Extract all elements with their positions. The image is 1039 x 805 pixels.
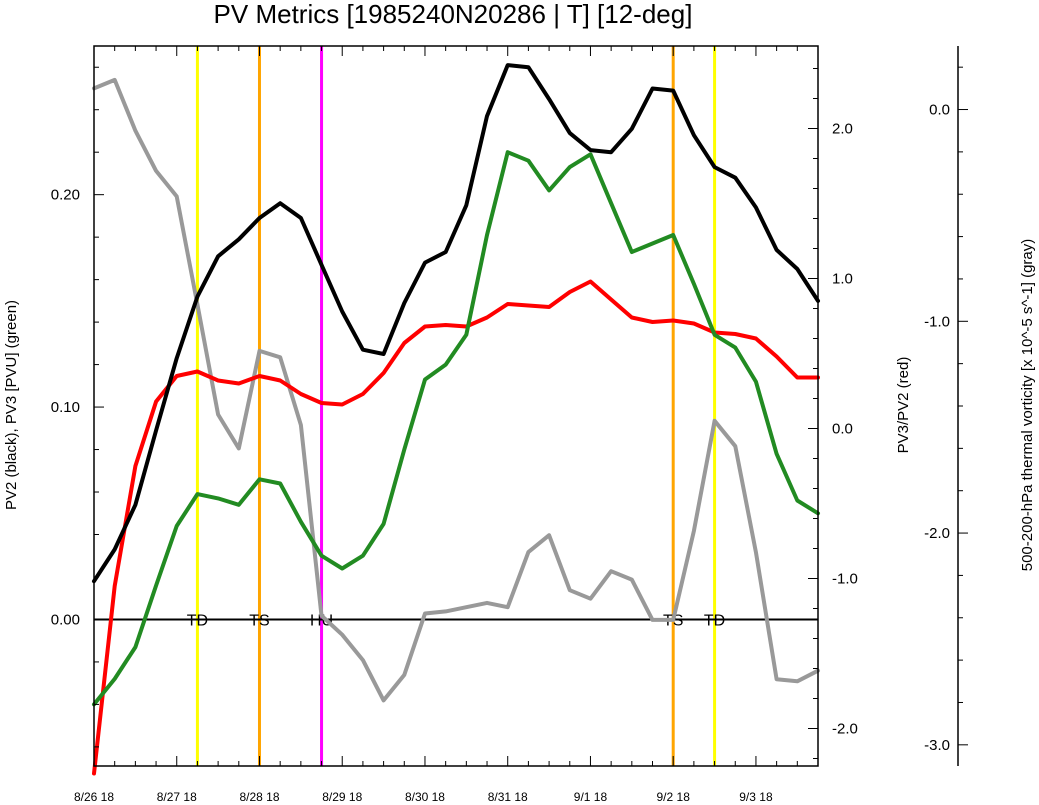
x-tick-label: 9/3 18 xyxy=(739,790,773,804)
plot-area: TD TS HU TS TD xyxy=(92,46,820,776)
right-tick-label: -1.0 xyxy=(832,571,858,588)
left-tick-label: 0.20 xyxy=(51,187,80,204)
series-line-pv3-pv2 xyxy=(92,279,820,776)
x-tick-label: 8/28 18 xyxy=(239,790,279,804)
x-tick-label: 8/27 18 xyxy=(157,790,197,804)
stage-label-ts-1: TS xyxy=(249,612,269,629)
x-tick-label: 8/29 18 xyxy=(322,790,362,804)
right-tick-label: 1.0 xyxy=(832,271,853,288)
x-tick-label: 8/30 18 xyxy=(405,790,445,804)
series-line-pv2 xyxy=(92,63,820,584)
right-tick-label: 2.0 xyxy=(832,121,853,138)
far-right-tick-label: -3.0 xyxy=(924,737,950,754)
far-right-axis-label: 500-200-hPa thermal vorticity [x 10^-5 s… xyxy=(1019,239,1036,572)
right-tick-label: 0.0 xyxy=(832,421,853,438)
x-tick-label: 8/26 18 xyxy=(74,790,114,804)
far-right-tick-label: -2.0 xyxy=(924,525,950,542)
far-right-tick-label: 0.0 xyxy=(929,102,950,119)
right-tick-label: -2.0 xyxy=(832,721,858,738)
left-axis-label: PV2 (black), PV3 [PVU] (green) xyxy=(3,300,20,510)
x-tick-label: 9/1 18 xyxy=(574,790,608,804)
stage-label-hu-2: HU xyxy=(310,612,333,629)
axes: 8/26 18 8/27 18 8/28 18 8/29 18 8/30 18 8/31 … xyxy=(51,45,968,804)
chart-title: PV Metrics [1985240N20286 | T] [12-deg] xyxy=(214,0,693,29)
series-line-pv3 xyxy=(92,150,820,707)
stage-label-td-4: TD xyxy=(704,612,725,629)
x-tick-label: 9/2 18 xyxy=(657,790,691,804)
right-axis-label: PV3/PV2 (red) xyxy=(895,357,912,454)
left-tick-label: 0.10 xyxy=(51,399,80,416)
far-right-tick-label: -1.0 xyxy=(924,313,950,330)
series-line-thermal-vorticity xyxy=(92,77,820,703)
x-tick-label: 8/31 18 xyxy=(488,790,528,804)
plot-frame xyxy=(93,45,819,767)
stage-label-td-0: TD xyxy=(187,612,208,629)
left-tick-label: 0.00 xyxy=(51,611,80,628)
